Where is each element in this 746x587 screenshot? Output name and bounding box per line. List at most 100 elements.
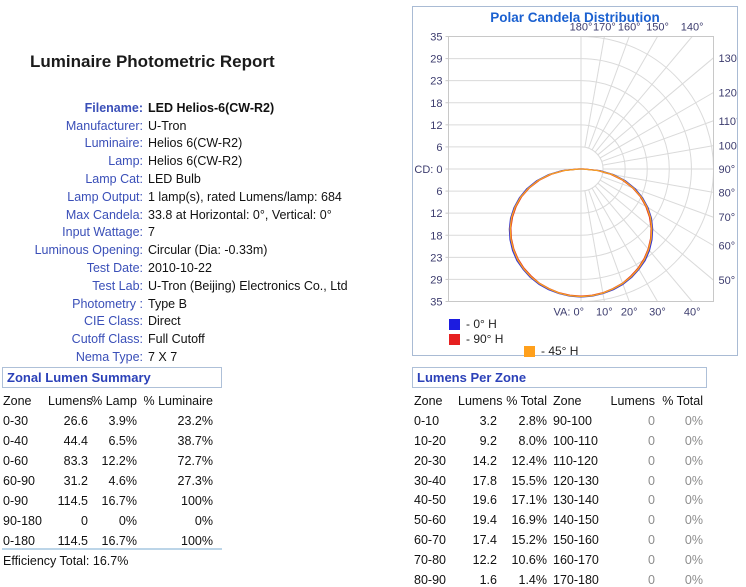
lumens-per-zone-table: Zone Lumens% Total Zone Lumens% Total 0-10 3.…: [414, 391, 714, 587]
property-list: Filename: LED Helios-6(CW-R2) Manufacturer…: [2, 99, 410, 366]
table-cell: 0: [648, 553, 655, 568]
svg-text:29: 29: [430, 54, 442, 66]
property-row: CIE Class: Direct: [2, 313, 410, 331]
property-row: Luminaire: Helios 6(CW-R2): [2, 135, 410, 153]
legend-swatch-icon: [524, 345, 535, 357]
zonal-lumen-summary-header: Zonal Lumen Summary: [2, 367, 222, 388]
svg-text:CD: 0: CD: 0: [414, 164, 442, 176]
column-header: % Lamp: [91, 394, 137, 408]
table-cell: 23.2%: [177, 414, 213, 428]
svg-text:100°: 100°: [719, 141, 738, 153]
efficiency-total: Efficiency Total: 16.7%: [3, 552, 128, 570]
property-row: Luminous Opening: Circular (Dia: -0.33m): [2, 241, 410, 259]
table-cell: 70-80: [414, 553, 446, 568]
property-row: Test Lab: U-Tron (Beijing) Electronics Co…: [2, 277, 410, 295]
table-cell: 17.8: [472, 473, 497, 488]
table-cell: 14.2: [472, 453, 497, 468]
table-cell: 0-10: [414, 413, 440, 428]
property-label: Nema Type:: [75, 350, 143, 365]
table-cell: 160-170: [553, 553, 599, 568]
svg-text:150°: 150°: [646, 22, 669, 34]
table-row: 40-50 19.6 17.1% 130-140 0 0%: [414, 490, 714, 510]
table-cell: 2.8%: [518, 413, 548, 428]
table-cell: 0%: [684, 433, 703, 448]
table-cell: 15.5%: [511, 473, 547, 488]
property-label: Filename:: [84, 100, 143, 115]
table-cell: 38.7%: [177, 434, 213, 448]
table-row: 0-30 26.6 3.9% 23.2%: [3, 411, 223, 431]
efficiency-total-label: Efficiency Total:: [3, 554, 90, 568]
table-cell: 20-30: [414, 453, 446, 468]
table-cell: 44.4: [63, 434, 88, 448]
svg-text:29: 29: [430, 274, 442, 286]
table-cell: 0: [648, 513, 655, 528]
table-cell: 40-50: [414, 493, 446, 508]
polar-candela-panel: Polar Candela Distribution 6 6 12 12 18 18 23 2…: [412, 6, 738, 358]
svg-text:160°: 160°: [618, 22, 641, 34]
svg-text:12: 12: [430, 208, 442, 220]
table-cell: 110-120: [553, 453, 598, 468]
svg-text:50°: 50°: [719, 275, 736, 287]
table-cell: 0%: [684, 453, 703, 468]
table-cell: 0-180: [3, 534, 35, 548]
legend-label: - 90° H: [466, 332, 504, 346]
table-cell: 0%: [684, 493, 703, 508]
table-cell: 130-140: [553, 493, 599, 508]
svg-text:18: 18: [430, 98, 442, 110]
table-row: 60-70 17.4 15.2% 150-160 0 0%: [414, 530, 714, 550]
property-value: 7: [148, 225, 155, 240]
table-cell: 1.4%: [518, 572, 548, 587]
table-cell: 10.6%: [511, 553, 547, 568]
svg-text:6: 6: [436, 186, 442, 198]
table-cell: 27.3%: [177, 474, 213, 488]
svg-text:30°: 30°: [649, 307, 666, 319]
property-row: Lamp Output: 1 lamp(s), rated Lumens/lamp…: [2, 188, 410, 206]
property-value: 1 lamp(s), rated Lumens/lamp: 684: [148, 189, 342, 204]
table-row: 80-90 1.6 1.4% 170-180 0 0%: [414, 570, 714, 587]
table-cell: 0: [81, 514, 88, 528]
table-cell: 15.2%: [511, 533, 547, 548]
table-cell: 0%: [684, 413, 703, 428]
column-header: % Luminaire: [143, 394, 213, 408]
table-cell: 17.4: [472, 533, 497, 548]
property-row: Cutoff Class: Full Cutoff: [2, 330, 410, 348]
table-cell: 100%: [181, 494, 213, 508]
table-cell: 19.4: [472, 513, 497, 528]
column-header: Zone: [414, 393, 443, 408]
table-cell: 16.7%: [101, 534, 137, 548]
zonal-lumen-summary-title: Zonal Lumen Summary: [7, 370, 151, 385]
table-cell: 0%: [684, 572, 703, 587]
table-cell: 90-100: [553, 413, 592, 428]
svg-text:180°: 180°: [570, 22, 593, 34]
table-cell: 12.4%: [511, 453, 547, 468]
property-label: Photometry :: [72, 296, 143, 311]
property-value: Full Cutoff: [148, 332, 205, 347]
zonal-table-divider: [2, 548, 222, 550]
property-value: 7 X 7: [148, 350, 178, 365]
property-row: Nema Type: 7 X 7: [2, 348, 410, 366]
property-row: Max Candela: 33.8 at Horizontal: 0°, Vert…: [2, 206, 410, 224]
table-row: 10-20 9.2 8.0% 100-110 0 0%: [414, 431, 714, 451]
table-cell: 16.9%: [511, 513, 547, 528]
property-value: U-Tron: [148, 118, 187, 133]
table-cell: 0%: [118, 514, 137, 528]
table-cell: 0: [648, 473, 655, 488]
property-row: Lamp Cat: LED Bulb: [2, 170, 410, 188]
property-label: Manufacturer:: [65, 118, 143, 133]
table-cell: 0-40: [3, 434, 29, 448]
property-value: LED Helios-6(CW-R2): [148, 100, 275, 115]
svg-text:23: 23: [430, 252, 442, 264]
property-label: Test Date:: [86, 261, 143, 276]
property-label: Lamp Output:: [67, 189, 143, 204]
table-row: 60-90 31.2 4.6% 27.3%: [3, 471, 223, 491]
table-cell: 114.5: [57, 494, 88, 508]
table-row: 70-80 12.2 10.6% 160-170 0 0%: [414, 550, 714, 570]
table-cell: 83.3: [63, 454, 88, 468]
table-cell: 0: [648, 413, 655, 428]
table-cell: 12.2%: [101, 454, 137, 468]
lumens-per-zone-title: Lumens Per Zone: [417, 370, 527, 385]
property-row: Manufacturer: U-Tron: [2, 117, 410, 135]
property-value: Direct: [148, 314, 181, 329]
table-cell: 60-90: [3, 474, 35, 488]
